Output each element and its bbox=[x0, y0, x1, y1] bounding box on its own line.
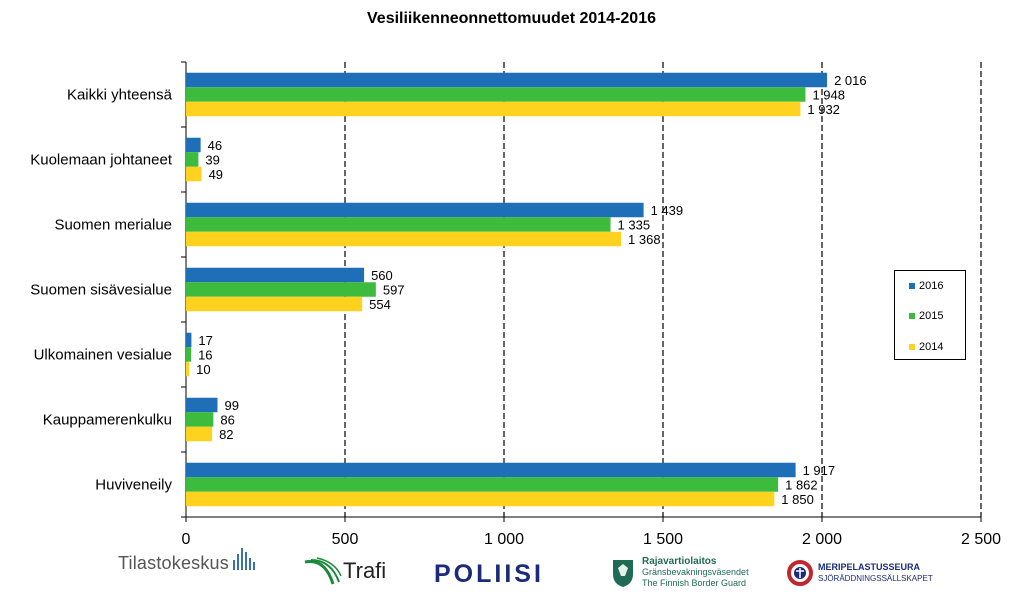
data-label-2014-3: 554 bbox=[369, 297, 391, 312]
bar-2015-0 bbox=[186, 87, 806, 102]
bar-2015-3 bbox=[186, 282, 376, 297]
bar-2014-5 bbox=[186, 426, 213, 442]
tilastokeskus-logo-text: Tilastokeskus bbox=[118, 553, 229, 573]
data-label-2015-6: 1 862 bbox=[785, 477, 818, 492]
chart-title: Vesiliikenneonnettomuudet 2014-2016 bbox=[367, 10, 656, 27]
bar-2015-1 bbox=[186, 152, 199, 167]
bar-2014-0 bbox=[186, 101, 801, 117]
trafi-swoosh-icon bbox=[304, 557, 342, 585]
data-label-2014-5: 82 bbox=[219, 427, 233, 442]
bar-2016-2 bbox=[186, 202, 644, 218]
bar-2016-3 bbox=[186, 267, 365, 283]
bar-2016-0 bbox=[186, 72, 828, 88]
x-tick-label-2: 1 000 bbox=[484, 531, 524, 548]
meripelastusseura-name: MERIPELASTUSSEURA bbox=[818, 562, 921, 572]
legend-label-2014: 2014 bbox=[919, 341, 944, 353]
x-tick-label-1: 500 bbox=[332, 531, 359, 548]
legend-swatch-2015 bbox=[909, 313, 915, 319]
lifebuoy-emblem-icon bbox=[787, 560, 813, 586]
data-label-2015-1: 39 bbox=[205, 152, 219, 167]
data-label-2015-3: 597 bbox=[383, 282, 405, 297]
bar-2014-6 bbox=[186, 491, 775, 507]
data-label-2016-1: 46 bbox=[208, 138, 222, 153]
legend-label-2015: 2015 bbox=[919, 310, 944, 322]
category-label-3: Suomen sisävesialue bbox=[30, 282, 172, 299]
x-tick-label-3: 1 500 bbox=[643, 531, 683, 548]
bar-2015-4 bbox=[186, 347, 192, 362]
data-label-2016-5: 99 bbox=[224, 398, 238, 413]
data-label-2016-2: 1 439 bbox=[651, 203, 684, 218]
data-label-2016-4: 17 bbox=[198, 333, 212, 348]
chart-legend: 2016 2015 2014 bbox=[894, 270, 966, 360]
data-label-2016-6: 1 917 bbox=[803, 463, 836, 478]
bar-2016-5 bbox=[186, 397, 218, 413]
data-label-2015-5: 86 bbox=[220, 412, 234, 427]
data-label-2015-2: 1 335 bbox=[618, 217, 651, 232]
data-label-2014-0: 1 932 bbox=[807, 102, 840, 117]
category-label-1: Kuolemaan johtaneet bbox=[30, 152, 173, 169]
rajavartiolaitos-name-swedish: Gränsbevakningsväsendet bbox=[642, 567, 749, 577]
rajavartiolaitos-name-english: The Finnish Border Guard bbox=[642, 578, 747, 588]
legend-swatch-2014 bbox=[909, 344, 915, 350]
poliisi-logo-text: POLIISI bbox=[434, 560, 544, 588]
data-label-2016-3: 560 bbox=[371, 268, 393, 283]
legend-label-2016: 2016 bbox=[919, 280, 944, 292]
meripelastusseura-logo: MERIPELASTUSSEURA SJÖRÄDDNINGSSÄLLSKAPET bbox=[787, 560, 933, 586]
category-label-4: Ulkomainen vesialue bbox=[34, 347, 172, 364]
bar-2015-2 bbox=[186, 217, 611, 232]
bar-2014-1 bbox=[186, 166, 202, 182]
x-tick-label-4: 2 000 bbox=[802, 531, 842, 548]
category-label-5: Kauppamerenkulku bbox=[43, 412, 172, 429]
category-label-2: Suomen merialue bbox=[54, 217, 172, 234]
bar-2016-6 bbox=[186, 462, 796, 478]
data-label-2016-0: 2 016 bbox=[834, 73, 867, 88]
bar-2014-4 bbox=[186, 361, 190, 377]
meripelastusseura-name-swedish: SJÖRÄDDNINGSSÄLLSKAPET bbox=[818, 574, 933, 583]
data-label-2014-1: 49 bbox=[209, 167, 223, 182]
logo-strip: Tilastokeskus Trafi POLIISI Rajavartiola… bbox=[0, 547, 1023, 608]
legend-item-2014: 2014 bbox=[909, 341, 943, 353]
trafi-logo: Trafi bbox=[303, 554, 386, 588]
tilastokeskus-bars-icon bbox=[232, 547, 255, 570]
bar-2014-2 bbox=[186, 231, 622, 247]
bar-2015-6 bbox=[186, 477, 779, 492]
category-label-0: Kaikki yhteensä bbox=[67, 87, 173, 104]
data-label-2014-2: 1 368 bbox=[628, 232, 661, 247]
trafi-logo-text: Trafi bbox=[343, 558, 387, 583]
category-label-6: Huviveneily bbox=[95, 477, 172, 494]
bar-2014-3 bbox=[186, 296, 363, 312]
legend-item-2015: 2015 bbox=[909, 310, 943, 322]
border-guard-emblem-icon bbox=[613, 559, 633, 587]
poliisi-logo: POLIISI bbox=[434, 560, 544, 589]
rajavartiolaitos-logo: Rajavartiolaitos Gränsbevakningsväsendet… bbox=[610, 556, 749, 589]
data-label-2015-0: 1 948 bbox=[812, 87, 845, 102]
tilastokeskus-logo: Tilastokeskus bbox=[118, 547, 256, 574]
data-label-2014-6: 1 850 bbox=[781, 492, 814, 507]
x-tick-label-0: 0 bbox=[182, 531, 191, 548]
data-label-2015-4: 16 bbox=[198, 347, 212, 362]
bar-2016-4 bbox=[186, 332, 192, 348]
legend-item-2016: 2016 bbox=[909, 280, 943, 292]
x-tick-label-5: 2 500 bbox=[961, 531, 1001, 548]
bar-2016-1 bbox=[186, 137, 201, 153]
legend-swatch-2016 bbox=[909, 283, 915, 289]
data-label-2014-4: 10 bbox=[196, 362, 210, 377]
rajavartiolaitos-name: Rajavartiolaitos bbox=[642, 556, 717, 567]
bar-2015-5 bbox=[186, 412, 214, 427]
bar-chart: 0 500 1 000 1 500 2 000 2 500 Kaikki yhteensä 2… bbox=[30, 61, 1001, 548]
